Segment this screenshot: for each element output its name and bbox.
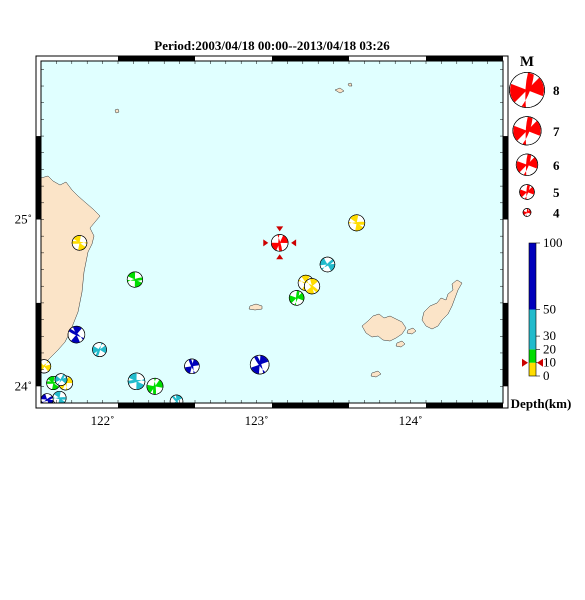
senkaku-islet [334, 87, 345, 94]
event-layer [41, 214, 366, 403]
depth-colorbar-tick: 0 [543, 368, 550, 383]
map-frame [35, 55, 509, 409]
magnitude-legend-beachball [512, 116, 542, 146]
depth-colorbar-segment [529, 309, 536, 350]
event-beachball [71, 235, 88, 251]
magnitude-legend: 8 7 6 5 4 [509, 72, 560, 220]
hateruma-island [370, 370, 382, 378]
depth-colorbar-tick: 20 [543, 341, 556, 356]
magnitude-legend-beachball [509, 72, 545, 108]
ishigaki-island [421, 279, 463, 330]
magnitude-legend-value: 8 [553, 83, 560, 98]
longitude-tick-label: 122˚ [91, 413, 115, 428]
depth-marker-arrow [537, 358, 543, 367]
magnitude-legend-beachball [522, 208, 532, 217]
event-beachball [67, 325, 86, 344]
event-beachball [288, 290, 305, 306]
event-beachball [319, 256, 336, 273]
latest-event-arrow [276, 254, 284, 260]
magnitude-legend-beachball [515, 153, 539, 176]
longitude-tick-label: 123˚ [245, 413, 269, 428]
magnitude-legend-beachball [519, 184, 535, 200]
latest-event-arrow [291, 239, 297, 247]
longitude-ticks: 122˚ 123˚ 124˚ [91, 413, 423, 428]
depth-colorbar-tick: 50 [543, 302, 556, 317]
kohama-island [406, 327, 417, 335]
depth-colorbar-tick: 10 [543, 355, 556, 370]
magnitude-legend-value: 7 [553, 124, 560, 139]
event-beachball [146, 377, 164, 395]
depth-colorbar-tick: 100 [543, 235, 563, 250]
depth-marker-arrow [522, 358, 528, 367]
event-beachball [184, 358, 200, 374]
event-beachball [270, 234, 289, 252]
event-beachball [249, 354, 270, 375]
longitude-tick-label: 124˚ [399, 413, 423, 428]
yonaguni-island [248, 303, 263, 311]
iriomote-island [361, 313, 407, 342]
event-beachball [126, 271, 143, 288]
depth-colorbar-segment [529, 243, 536, 310]
depth-colorbar-label: Depth(km) [511, 396, 572, 411]
sea-area [41, 61, 503, 403]
senkaku-islet-2 [347, 82, 353, 87]
taiwan-landmass [41, 175, 101, 367]
small-islet [114, 108, 120, 114]
magnitude-legend-label: M [520, 54, 534, 70]
map-title: Period:2003/04/18 00:00--2013/04/18 03:2… [154, 38, 390, 53]
event-beachball [348, 214, 366, 232]
event-beachball [92, 342, 107, 357]
land-layer [41, 82, 463, 378]
event-beachball [304, 278, 321, 295]
depth-colorbar-segment [529, 362, 536, 376]
magnitude-legend-value: 4 [553, 205, 560, 220]
latest-event-marker [263, 226, 297, 260]
latest-event-arrow [263, 239, 269, 247]
kuroshima-island [395, 340, 406, 348]
depth-colorbar-tick: 30 [543, 328, 556, 343]
magnitude-legend-value: 6 [553, 158, 560, 173]
latitude-tick-label: 24˚ [15, 378, 32, 393]
depth-colorbar-segment [529, 349, 536, 363]
event-beachball [54, 373, 68, 386]
magnitude-legend-value: 5 [553, 185, 560, 200]
latest-event-arrow [276, 226, 284, 232]
latitude-tick-label: 25˚ [15, 211, 32, 226]
event-beachball [127, 372, 146, 391]
latitude-ticks: 25˚ 24˚ [15, 211, 32, 393]
